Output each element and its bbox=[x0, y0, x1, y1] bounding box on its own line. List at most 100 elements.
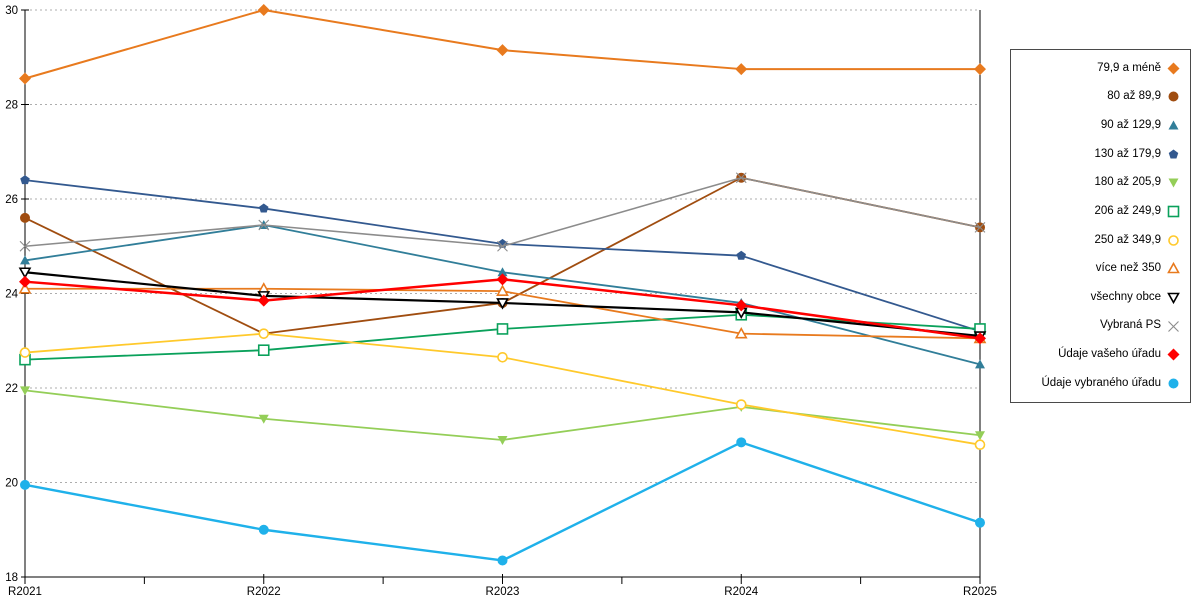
marker-triangle-up bbox=[975, 359, 985, 369]
marker-x bbox=[735, 172, 747, 184]
y-tick-label: 24 bbox=[5, 289, 18, 301]
marker-triangle-down-open bbox=[18, 267, 32, 279]
marker-circle bbox=[497, 555, 508, 566]
marker-square-open bbox=[257, 344, 270, 357]
marker-diamond bbox=[735, 299, 748, 312]
legend-item-0[interactable]: 79,9 a méně bbox=[1011, 61, 1190, 76]
legend-label: Vybraná PS bbox=[1100, 319, 1161, 332]
series-line-6 bbox=[24, 332, 981, 446]
marker-triangle-up bbox=[497, 267, 508, 277]
marker-x bbox=[974, 221, 986, 233]
series-11 bbox=[20, 437, 985, 566]
marker-triangle-up bbox=[1168, 120, 1179, 130]
line-chart-canvas: 18 20 22 24 26 28 30 R2021 R2022 R2023 R2024 R2025 bbox=[5, 4, 997, 598]
series-0 bbox=[19, 4, 986, 85]
x-tick-label: R2022 bbox=[247, 586, 281, 598]
legend-item-2[interactable]: 90 až 129,9 bbox=[1011, 118, 1190, 133]
marker-triangle-up bbox=[20, 255, 30, 265]
marker-triangle-up-open bbox=[18, 282, 32, 294]
legend-triangle-down-open-icon bbox=[1167, 292, 1180, 305]
y-tick-label: 30 bbox=[5, 5, 18, 17]
series-8 bbox=[18, 267, 987, 343]
marker-circle bbox=[258, 524, 269, 535]
marker-square-open bbox=[1167, 205, 1180, 218]
legend-label: více než 350 bbox=[1095, 262, 1161, 275]
marker-diamond bbox=[496, 44, 509, 57]
marker-triangle-up-open bbox=[496, 284, 509, 296]
marker-triangle-up-open bbox=[1167, 262, 1180, 274]
legend-circle-filled-icon bbox=[1168, 378, 1179, 389]
legend-label: 79,9 a méně bbox=[1097, 61, 1161, 74]
legend-label: 90 až 129,9 bbox=[1100, 118, 1161, 131]
marker-circle bbox=[975, 517, 985, 528]
marker-circle-open bbox=[735, 399, 747, 410]
marker-x bbox=[1168, 320, 1179, 332]
marker-diamond bbox=[19, 275, 31, 288]
marker-circle-open bbox=[19, 347, 31, 358]
marker-x bbox=[19, 240, 31, 252]
legend-item-1[interactable]: 80 až 89,9 bbox=[1011, 89, 1190, 104]
marker-diamond bbox=[257, 4, 270, 16]
marker-triangle-down bbox=[20, 386, 30, 396]
legend-x-icon bbox=[1168, 320, 1179, 332]
marker-diamond bbox=[19, 72, 31, 85]
series-line-4 bbox=[24, 389, 981, 441]
legend-item-10[interactable]: Údaje vašeho úřadu bbox=[1011, 347, 1190, 362]
x-tick-label: R2021 bbox=[8, 586, 42, 598]
legend-item-11[interactable]: Údaje vybraného úřadu bbox=[1011, 376, 1190, 391]
y-tick-label: 28 bbox=[5, 100, 18, 112]
marker-diamond bbox=[1167, 62, 1180, 75]
legend-triangle-down-filled-icon bbox=[1168, 178, 1179, 188]
legend-item-8[interactable]: všechny obce bbox=[1011, 290, 1190, 305]
legend-triangle-up-open-icon bbox=[1167, 262, 1180, 274]
series-6 bbox=[19, 328, 986, 451]
marker-circle bbox=[1168, 378, 1179, 389]
legend-item-9[interactable]: Vybraná PS bbox=[1011, 319, 1190, 334]
marker-circle-open bbox=[497, 351, 508, 363]
marker-triangle-down bbox=[497, 435, 508, 445]
marker-diamond bbox=[257, 294, 270, 307]
legend-item-4[interactable]: 180 až 205,9 bbox=[1011, 175, 1190, 190]
x-tick-label: R2024 bbox=[724, 586, 758, 598]
marker-diamond bbox=[974, 63, 986, 76]
y-tick-label: 22 bbox=[5, 383, 18, 395]
marker-circle bbox=[20, 479, 30, 490]
series-4 bbox=[20, 386, 985, 445]
marker-triangle-down bbox=[975, 431, 985, 441]
legend-label: Údaje vybraného úřadu bbox=[1041, 376, 1161, 389]
legend-circle-open-icon bbox=[1168, 234, 1179, 246]
legend-square-open-icon bbox=[1167, 205, 1180, 218]
legend-label: 250 až 349,9 bbox=[1094, 233, 1161, 246]
marker-triangle-down-open bbox=[496, 298, 509, 310]
marker-triangle-up-open bbox=[734, 327, 748, 339]
series-line-1 bbox=[24, 176, 981, 335]
series-9 bbox=[19, 172, 986, 252]
legend-label: Údaje vašeho úřadu bbox=[1058, 348, 1161, 361]
legend-diamond-filled-icon bbox=[1167, 62, 1180, 75]
legend-label: 180 až 205,9 bbox=[1094, 176, 1161, 189]
legend-item-7[interactable]: více než 350 bbox=[1011, 261, 1190, 276]
marker-square-open bbox=[496, 323, 509, 335]
y-tick-label: 18 bbox=[5, 572, 18, 584]
marker-diamond bbox=[1167, 348, 1180, 361]
marker-x bbox=[497, 240, 508, 252]
legend-item-3[interactable]: 130 až 179,9 bbox=[1011, 147, 1190, 162]
legend-label: 206 až 249,9 bbox=[1094, 204, 1161, 217]
legend-item-6[interactable]: 250 až 349,9 bbox=[1011, 233, 1190, 248]
y-tick-label: 26 bbox=[5, 194, 18, 206]
marker-pentagon bbox=[20, 175, 30, 185]
marker-triangle-down bbox=[1168, 178, 1179, 188]
legend-item-5[interactable]: 206 až 249,9 bbox=[1011, 204, 1190, 219]
marker-pentagon bbox=[736, 250, 747, 260]
marker-circle bbox=[1168, 91, 1179, 102]
series-line-11 bbox=[24, 441, 981, 562]
series-10 bbox=[19, 273, 986, 345]
marker-circle-open bbox=[974, 439, 986, 451]
legend-label: 130 až 179,9 bbox=[1094, 147, 1161, 160]
marker-pentagon bbox=[1168, 149, 1179, 159]
marker-circle bbox=[20, 212, 30, 223]
legend-circle-filled-icon bbox=[1168, 91, 1179, 102]
marker-triangle-down-open bbox=[1167, 292, 1180, 305]
x-tick-label: R2025 bbox=[963, 586, 997, 598]
